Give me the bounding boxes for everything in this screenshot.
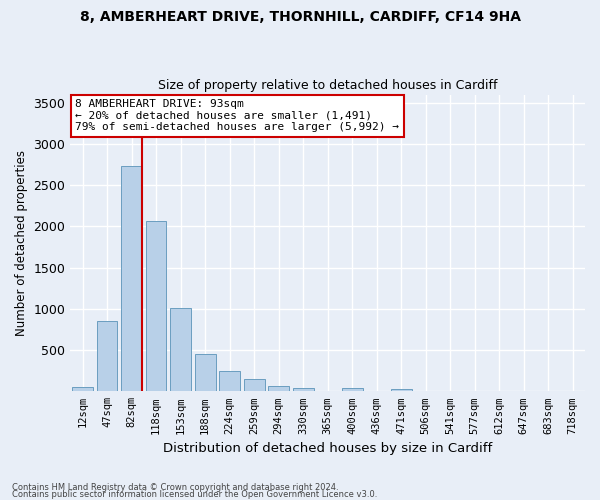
Bar (342, 388, 362, 392)
Title: Size of property relative to detached houses in Cardiff: Size of property relative to detached ho… (158, 79, 497, 92)
Bar (146, 221, 166, 392)
Bar (97, 321, 118, 392)
Bar (268, 386, 289, 392)
Bar (121, 166, 142, 392)
Bar (391, 389, 412, 392)
Text: Contains public sector information licensed under the Open Government Licence v3: Contains public sector information licen… (12, 490, 377, 499)
Text: Contains HM Land Registry data © Crown copyright and database right 2024.: Contains HM Land Registry data © Crown c… (12, 484, 338, 492)
Bar (72, 387, 93, 392)
Bar (219, 370, 240, 392)
Bar (170, 308, 191, 392)
Text: 8 AMBERHEART DRIVE: 93sqm
← 20% of detached houses are smaller (1,491)
79% of se: 8 AMBERHEART DRIVE: 93sqm ← 20% of detac… (76, 99, 400, 132)
X-axis label: Distribution of detached houses by size in Cardiff: Distribution of detached houses by size … (163, 442, 492, 455)
Bar (194, 354, 215, 392)
Y-axis label: Number of detached properties: Number of detached properties (15, 150, 28, 336)
Bar (293, 388, 314, 392)
Text: 8, AMBERHEART DRIVE, THORNHILL, CARDIFF, CF14 9HA: 8, AMBERHEART DRIVE, THORNHILL, CARDIFF,… (79, 10, 521, 24)
Bar (244, 378, 265, 392)
